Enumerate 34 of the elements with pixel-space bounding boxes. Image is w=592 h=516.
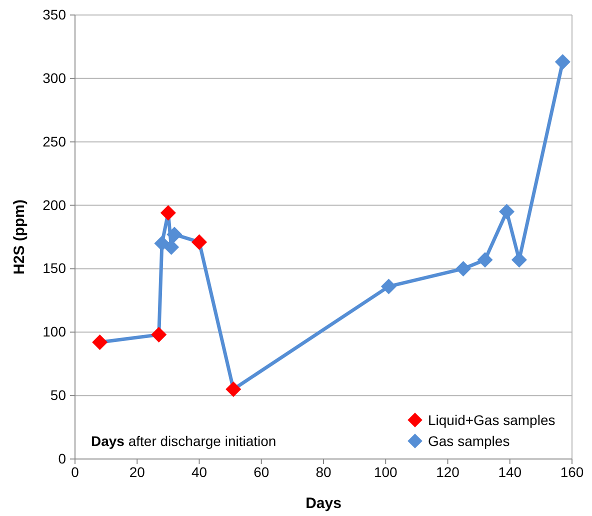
point (166, 226, 182, 242)
x-tick-label: 80 (316, 464, 332, 480)
point (555, 54, 570, 70)
y-tick-label: 150 (42, 260, 66, 276)
point (477, 252, 493, 268)
y-tick-label: 100 (42, 324, 66, 340)
point (92, 334, 108, 350)
x-tick-label: 120 (436, 464, 460, 480)
point (192, 234, 207, 250)
y-tick-label: 250 (42, 133, 66, 150)
point (381, 278, 396, 294)
y-tick-label: 200 (42, 196, 66, 213)
x-tick-label: 160 (560, 464, 584, 480)
x-tick-label: 140 (498, 464, 522, 480)
x-tick-label: 60 (254, 464, 270, 480)
x-tick-label: 0 (71, 464, 80, 480)
x-tick-label: 40 (191, 464, 208, 480)
point (499, 204, 514, 220)
y-tick-label: 50 (50, 387, 66, 404)
legend-label: Gas samples (428, 433, 510, 449)
legend-label: Liquid+Gas samples (428, 412, 556, 428)
point (456, 261, 471, 276)
y-axis-title: H2S (ppm) (11, 199, 28, 274)
annotation: Days after discharge initiation (91, 433, 276, 449)
y-tick-label: 300 (42, 70, 66, 86)
point (512, 252, 527, 268)
x-axis-title: Days (306, 495, 342, 512)
x-tick-label: 100 (374, 464, 398, 480)
x-tick-label: 20 (129, 464, 146, 480)
y-tick-label: 350 (42, 6, 66, 22)
y-tick-label: 0 (58, 450, 66, 466)
point (226, 382, 242, 397)
point (151, 327, 167, 342)
point (160, 205, 176, 221)
